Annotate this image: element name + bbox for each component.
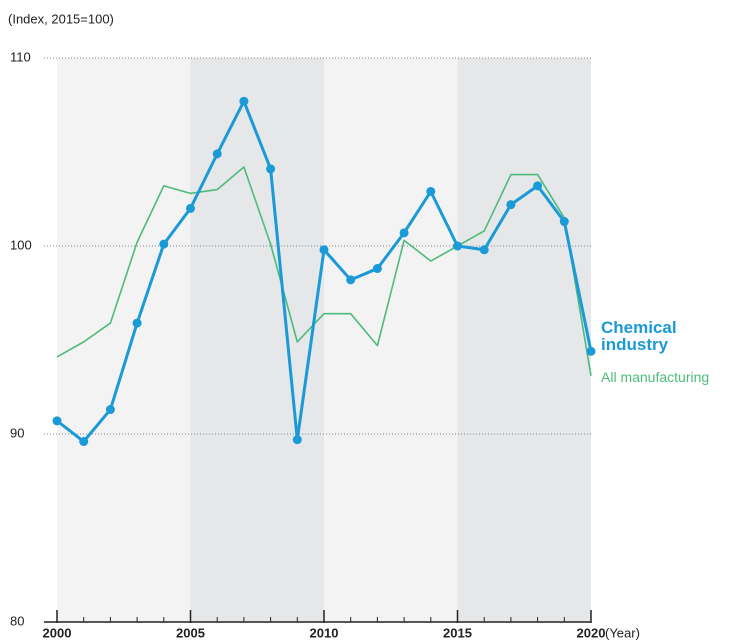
marker — [132, 318, 142, 328]
marker — [159, 239, 169, 249]
x-tick-label: 2005 — [176, 625, 205, 640]
legend-label: Chemical industry — [601, 318, 677, 355]
marker — [186, 203, 195, 213]
marker — [212, 149, 222, 159]
band — [457, 58, 591, 622]
x-tick-label: 2000 — [43, 625, 72, 640]
x-tick-label: 2015 — [443, 625, 472, 640]
y-axis-label: (Index, 2015=100) — [8, 11, 114, 26]
y-tick-label: 90 — [10, 425, 24, 440]
x-tick-label: 2020 — [577, 625, 606, 640]
marker — [239, 96, 249, 106]
y-tick-label: 80 — [10, 613, 24, 628]
marker — [586, 346, 596, 356]
marker — [105, 405, 115, 415]
marker — [533, 181, 543, 191]
band — [57, 58, 191, 622]
marker — [426, 186, 436, 196]
marker — [266, 164, 276, 174]
y-tick-label: 100 — [10, 237, 32, 252]
marker — [52, 416, 62, 426]
band — [324, 58, 458, 622]
marker — [559, 217, 569, 227]
marker — [79, 437, 89, 447]
x-tick-label: 2010 — [310, 625, 339, 640]
x-axis-label: (Year) — [605, 625, 640, 640]
band — [190, 58, 324, 622]
marker — [479, 245, 489, 255]
marker — [399, 228, 409, 238]
marker — [292, 435, 302, 445]
y-tick-label: 110 — [10, 49, 31, 64]
marker — [453, 241, 462, 251]
marker — [372, 264, 382, 274]
line — [56, 166, 592, 376]
legend-label: All manufacturing — [601, 368, 710, 385]
marker — [506, 200, 516, 210]
marker — [319, 245, 329, 255]
marker — [346, 275, 356, 285]
